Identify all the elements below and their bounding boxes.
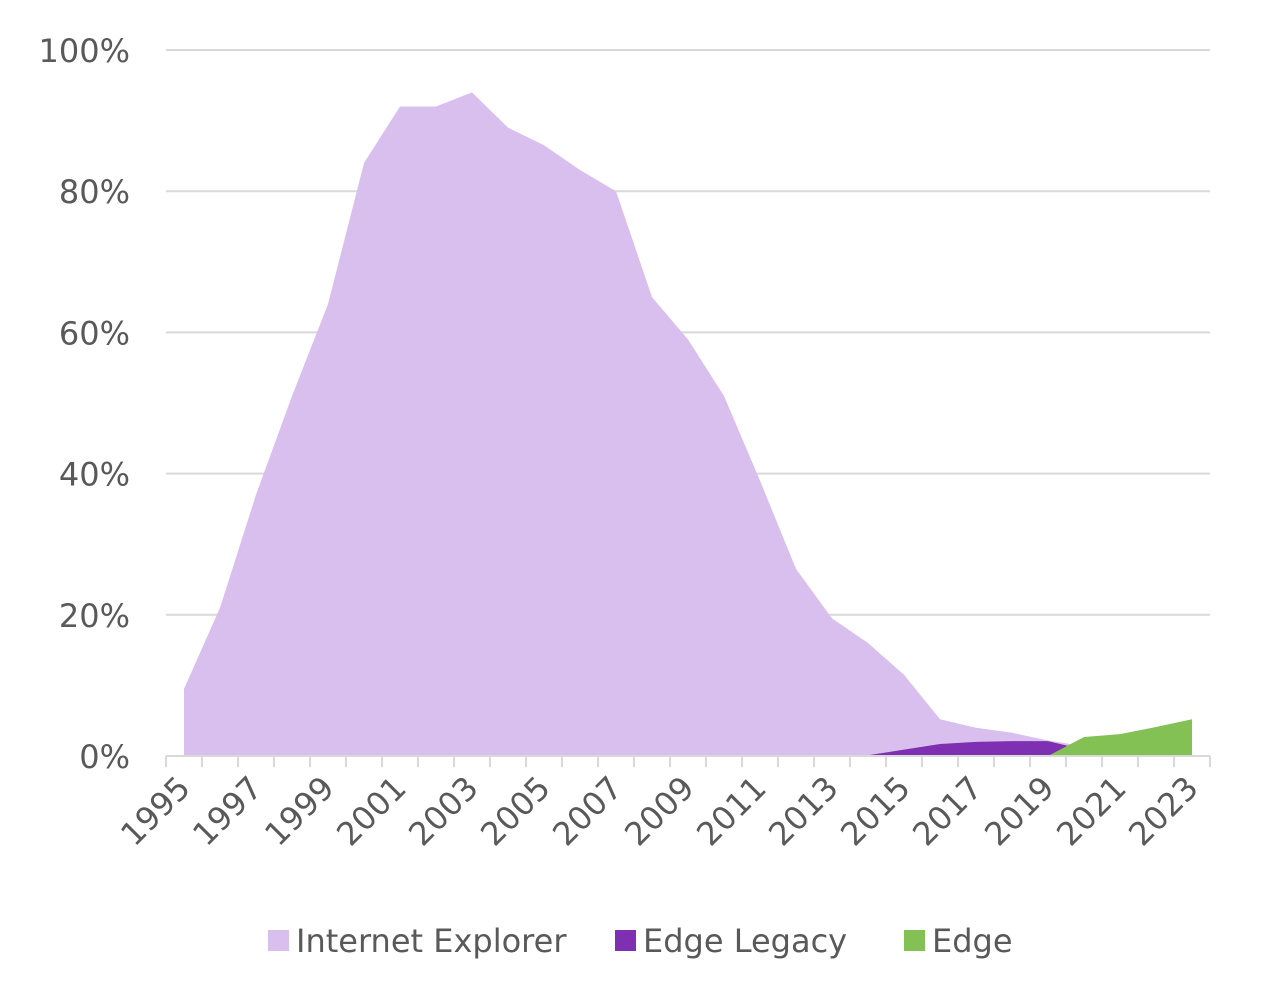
y-tick-label: 60% (59, 314, 130, 352)
y-tick-label: 80% (59, 173, 130, 211)
series-area-edge (184, 719, 1192, 756)
x-tick-label: 1999 (257, 769, 341, 853)
x-tick-label: 2007 (545, 769, 629, 853)
x-axis-tick-labels: 1995199719992001200320052007200920112013… (113, 769, 1205, 853)
legend-swatch-edge-legacy (615, 930, 636, 951)
x-tick-label: 2011 (689, 769, 773, 853)
x-tick-label: 2017 (905, 769, 989, 853)
legend-label-internet-explorer: Internet Explorer (296, 922, 567, 960)
x-axis (165, 755, 1211, 767)
x-tick-label: 1995 (113, 769, 197, 853)
x-tick-label: 2021 (1049, 769, 1133, 853)
series-area-internet-explorer (184, 92, 1192, 757)
x-tick-label: 2013 (761, 769, 845, 853)
series-area-edge-legacy (184, 741, 1192, 756)
y-tick-label: 0% (79, 738, 130, 776)
legend-swatch-internet-explorer (268, 930, 289, 951)
y-axis-tick-labels: 0% 20% 40% 60% 80% 100% (39, 32, 130, 776)
x-tick-label: 2009 (617, 769, 701, 853)
legend: Internet Explorer Edge Legacy Edge (268, 922, 1013, 960)
legend-label-edge-legacy: Edge Legacy (643, 922, 847, 960)
x-tick-label: 2019 (977, 769, 1061, 853)
x-tick-label: 2005 (473, 769, 557, 853)
y-tick-label: 20% (59, 597, 130, 635)
x-tick-label: 1997 (185, 769, 269, 853)
legend-swatch-edge (904, 930, 925, 951)
x-tick-label: 2001 (329, 769, 413, 853)
y-tick-label: 100% (39, 32, 130, 70)
legend-label-edge: Edge (932, 922, 1013, 960)
x-tick-label: 2015 (833, 769, 917, 853)
y-tick-label: 40% (59, 456, 130, 494)
x-tick-label: 2023 (1121, 769, 1205, 853)
x-tick-label: 2003 (401, 769, 485, 853)
series-areas (184, 92, 1192, 757)
